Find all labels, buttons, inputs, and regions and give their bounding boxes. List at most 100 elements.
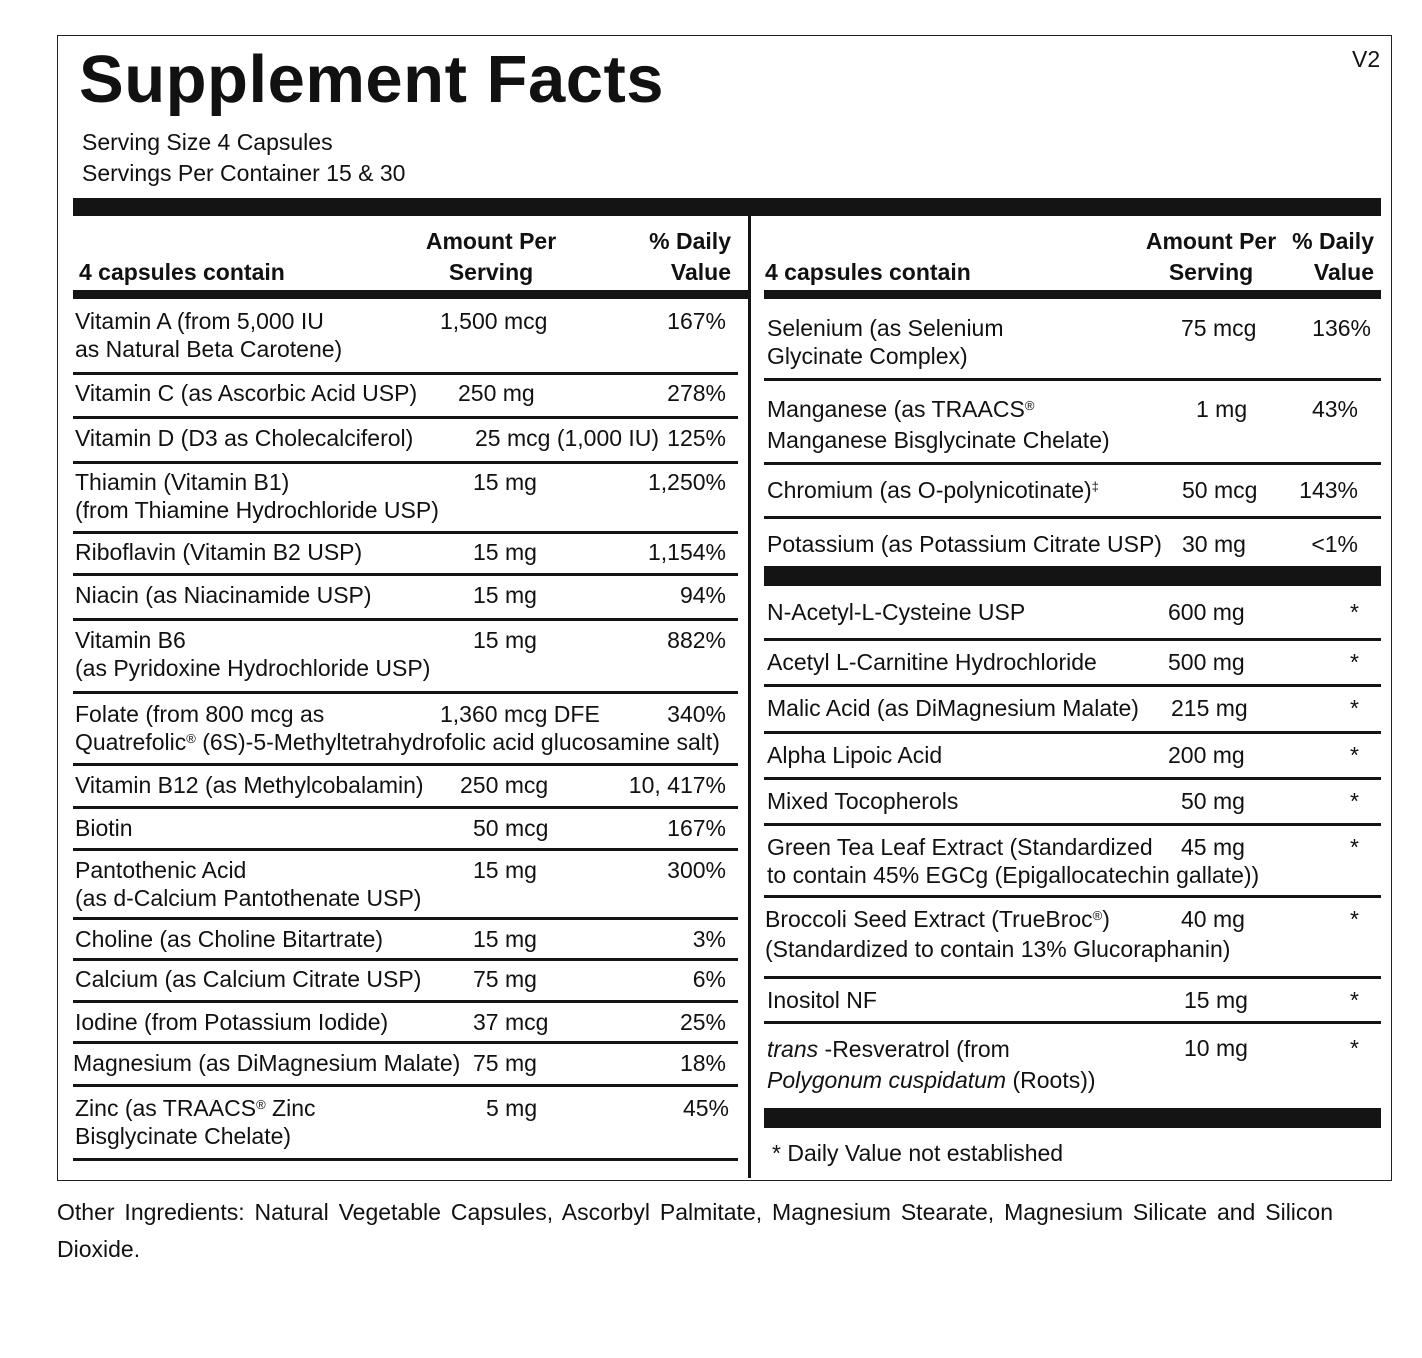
nutrient-row: Magnesium (as DiMagnesium Malate) 75 mg …: [73, 1044, 738, 1087]
middle-bar: [764, 566, 1381, 586]
left-header-dv: % Daily Value: [649, 228, 731, 285]
nutrient-dv: 882%: [667, 627, 726, 653]
ingredient-row: Acetyl L-Carnitine Hydrochloride 500 mg …: [764, 641, 1381, 687]
serving-size: Serving Size 4 Capsules: [82, 129, 333, 155]
nutrient-amount: 50 mcg: [1182, 477, 1258, 503]
nutrient-dv: <1%: [1311, 531, 1358, 557]
nutrient-name: Manganese (as TRAACS® Manganese Bisglycin…: [767, 396, 1110, 453]
nutrient-dv: 300%: [667, 857, 726, 883]
nutrient-name: Choline (as Choline Bitartrate): [75, 926, 384, 952]
right-header-amount: Amount Per Serving: [1145, 228, 1277, 285]
ingredient-amount: 45 mg: [1181, 834, 1245, 860]
ingredient-amount: 215 mg: [1171, 695, 1248, 721]
ingredient-dv: *: [1350, 788, 1359, 814]
nutrient-dv: 43%: [1311, 396, 1358, 422]
nutrient-dv: 167%: [667, 308, 726, 334]
ingredient-row: Inositol NF 15 mg *: [764, 979, 1381, 1024]
ingredient-name: trans -Resveratrol (from Polygonum cuspid…: [767, 1036, 1096, 1093]
nutrient-dv: 340%: [667, 701, 726, 727]
ingredient-row: trans -Resveratrol (from Polygonum cuspid…: [764, 1024, 1381, 1108]
ingredient-name: N-Acetyl-L-Cysteine USP: [767, 599, 1026, 625]
nutrient-name: Vitamin D (D3 as Cholecalciferol): [75, 425, 414, 451]
nutrient-name: Potassium (as Potassium Citrate USP): [767, 531, 1162, 557]
nutrient-row: Pantothenic Acid (as d-Calcium Pantothena…: [73, 851, 738, 920]
ingredient-amount: 50 mg: [1181, 788, 1245, 814]
nutrient-row: Biotin 50 mcg 167%: [73, 809, 738, 851]
nutrient-name: Selenium (as Selenium Glycinate Complex): [767, 315, 1004, 369]
nutrient-dv: 1,154%: [647, 539, 726, 565]
other-ingredients: Other Ingredients: Natural Vegetable Cap…: [57, 1199, 1333, 1262]
nutrient-name: Riboflavin (Vitamin B2 USP): [75, 539, 363, 565]
footnote: * Daily Value not established: [772, 1140, 1064, 1166]
nutrient-row: Potassium (as Potassium Citrate USP) 30 …: [764, 519, 1381, 566]
nutrient-dv: 18%: [679, 1050, 726, 1076]
nutrient-dv: 167%: [667, 815, 726, 841]
nutrient-dv: 278%: [667, 380, 726, 406]
nutrient-name: Biotin: [75, 815, 133, 841]
nutrient-name: Vitamin B12 (as Methylcobalamin): [75, 772, 424, 798]
ingredient-dv: *: [1350, 906, 1359, 932]
nutrient-amount: 15 mg: [473, 926, 537, 952]
nutrient-name: Vitamin C (as Ascorbic Acid USP): [75, 380, 418, 406]
version-label: V2: [1352, 46, 1381, 72]
nutrient-row: Choline (as Choline Bitartrate) 15 mg 3%: [73, 920, 738, 961]
nutrient-row: Thiamin (Vitamin B1) (from Thiamine Hydro…: [73, 464, 738, 534]
nutrient-name: Niacin (as Niacinamide USP): [75, 582, 372, 608]
nutrient-name: Vitamin A (from 5,000 IU as Natural Beta …: [75, 308, 343, 362]
ingredient-name: Mixed Tocopherols: [767, 788, 959, 814]
ingredient-name: Broccoli Seed Extract (TrueBroc®) (Standa…: [765, 906, 1231, 962]
column-divider: [748, 216, 751, 1178]
right-header-dv: % Daily Value: [1292, 228, 1374, 285]
nutrient-amount: 25 mcg (1,000 IU): [475, 425, 660, 451]
nutrient-amount: 15 mg: [473, 627, 537, 653]
servings-per-container: Servings Per Container 15 & 30: [82, 160, 406, 186]
ingredient-dv: *: [1350, 742, 1359, 768]
nutrient-name: Folate (from 800 mcg as Quatrefolic® (6S)…: [75, 701, 720, 755]
nutrient-dv: 25%: [679, 1009, 726, 1035]
ingredient-name: Malic Acid (as DiMagnesium Malate): [767, 695, 1139, 721]
top-bar: [73, 198, 1381, 216]
nutrient-name: Chromium (as O-polynicotinate)‡: [767, 477, 1099, 503]
ingredient-row: N-Acetyl-L-Cysteine USP 600 mg *: [764, 586, 1381, 641]
right-other-table: N-Acetyl-L-Cysteine USP 600 mg * Acetyl …: [764, 586, 1381, 1108]
nutrient-row: Niacin (as Niacinamide USP) 15 mg 94%: [73, 576, 738, 621]
nutrient-amount: 75 mg: [473, 1050, 537, 1076]
left-header-amount: Amount Per Serving: [425, 228, 557, 285]
nutrient-row: Vitamin B12 (as Methylcobalamin) 250 mcg…: [73, 766, 738, 809]
left-header-bar: [73, 290, 748, 299]
ingredient-dv: *: [1350, 695, 1359, 721]
ingredient-name: Acetyl L-Carnitine Hydrochloride: [767, 649, 1097, 675]
ingredient-dv: *: [1350, 649, 1359, 675]
nutrient-amount: 250 mcg: [460, 772, 549, 798]
nutrient-dv: 94%: [679, 582, 726, 608]
nutrient-row: Zinc (as TRAACS® Zinc Bisglycinate Chelat…: [73, 1087, 738, 1161]
nutrient-row: Vitamin A (from 5,000 IU as Natural Beta …: [73, 299, 738, 375]
ingredient-row: Mixed Tocopherols 50 mg *: [764, 780, 1381, 826]
nutrient-dv: 3%: [692, 926, 726, 952]
nutrient-dv: 1,250%: [647, 469, 726, 495]
nutrient-name: Thiamin (Vitamin B1) (from Thiamine Hydro…: [75, 469, 439, 523]
nutrient-dv: 10, 417%: [628, 772, 726, 798]
panel-title: Supplement Facts: [79, 42, 665, 117]
left-nutrient-table: Vitamin A (from 5,000 IU as Natural Beta …: [73, 299, 738, 1161]
supplement-facts-panel: [57, 35, 1392, 1181]
nutrient-amount: 75 mg: [473, 966, 537, 992]
ingredient-amount: 200 mg: [1168, 742, 1245, 768]
nutrient-dv: 143%: [1299, 477, 1358, 503]
nutrient-dv: 125%: [667, 425, 726, 451]
nutrient-amount: 15 mg: [473, 857, 537, 883]
nutrient-dv: 136%: [1312, 315, 1371, 341]
ingredient-row: Malic Acid (as DiMagnesium Malate) 215 m…: [764, 687, 1381, 734]
bottom-bar: [764, 1108, 1381, 1128]
nutrient-name: Zinc (as TRAACS® Zinc Bisglycinate Chelat…: [75, 1095, 316, 1149]
ingredient-dv: *: [1350, 987, 1359, 1013]
nutrient-amount: 75 mcg: [1181, 315, 1257, 341]
ingredient-name: Inositol NF: [767, 987, 877, 1013]
nutrient-row: Vitamin B6 (as Pyridoxine Hydrochloride U…: [73, 621, 738, 694]
nutrient-amount: 30 mg: [1182, 531, 1246, 557]
nutrient-row: Vitamin C (as Ascorbic Acid USP) 250 mg …: [73, 375, 738, 419]
ingredient-amount: 500 mg: [1168, 649, 1245, 675]
ingredient-row: Alpha Lipoic Acid 200 mg *: [764, 734, 1381, 780]
right-mineral-table: Selenium (as Selenium Glycinate Complex) …: [764, 299, 1381, 566]
nutrient-dv: 6%: [692, 966, 726, 992]
